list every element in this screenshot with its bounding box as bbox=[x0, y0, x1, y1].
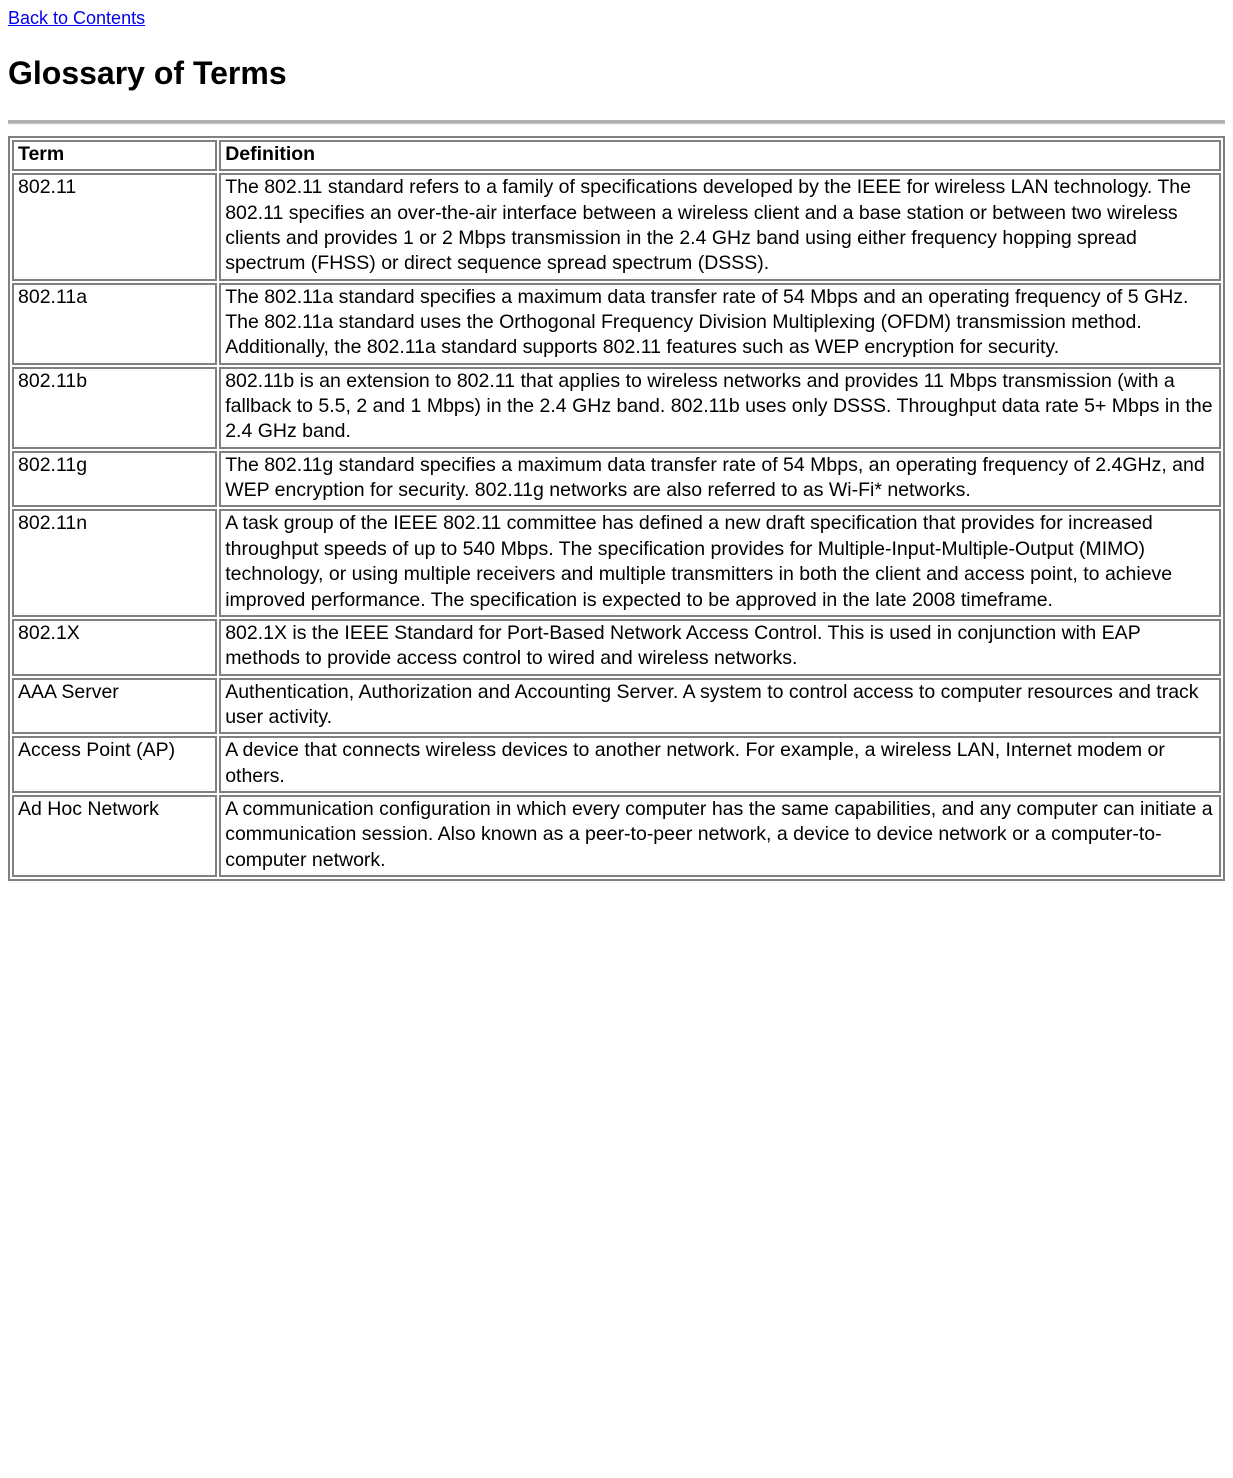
definition-cell: A communication configuration in which e… bbox=[219, 795, 1221, 877]
term-cell: 802.11a bbox=[12, 283, 217, 365]
table-row: Ad Hoc Network A communication configura… bbox=[12, 795, 1221, 877]
separator bbox=[8, 120, 1225, 126]
term-cell: 802.11b bbox=[12, 367, 217, 449]
page-title: Glossary of Terms bbox=[8, 55, 1225, 92]
definition-cell: A device that connects wireless devices … bbox=[219, 736, 1221, 793]
term-cell: 802.11 bbox=[12, 173, 217, 280]
table-row: 802.11 The 802.11 standard refers to a f… bbox=[12, 173, 1221, 280]
term-cell: 802.11n bbox=[12, 509, 217, 616]
table-row: Access Point (AP) A device that connects… bbox=[12, 736, 1221, 793]
glossary-table: Term Definition 802.11 The 802.11 standa… bbox=[8, 136, 1225, 881]
table-row: AAA Server Authentication, Authorization… bbox=[12, 678, 1221, 735]
definition-cell: The 802.11g standard specifies a maximum… bbox=[219, 451, 1221, 508]
term-cell: 802.11g bbox=[12, 451, 217, 508]
definition-cell: A task group of the IEEE 802.11 committe… bbox=[219, 509, 1221, 616]
table-row: 802.11b 802.11b is an extension to 802.1… bbox=[12, 367, 1221, 449]
definition-cell: 802.1X is the IEEE Standard for Port-Bas… bbox=[219, 619, 1221, 676]
table-row: 802.1X 802.1X is the IEEE Standard for P… bbox=[12, 619, 1221, 676]
term-cell: Access Point (AP) bbox=[12, 736, 217, 793]
table-header-row: Term Definition bbox=[12, 140, 1221, 171]
term-cell: 802.1X bbox=[12, 619, 217, 676]
header-term: Term bbox=[12, 140, 217, 171]
definition-cell: The 802.11 standard refers to a family o… bbox=[219, 173, 1221, 280]
table-row: 802.11g The 802.11g standard specifies a… bbox=[12, 451, 1221, 508]
table-row: 802.11n A task group of the IEEE 802.11 … bbox=[12, 509, 1221, 616]
term-cell: AAA Server bbox=[12, 678, 217, 735]
back-to-contents-link[interactable]: Back to Contents bbox=[8, 8, 145, 28]
definition-cell: The 802.11a standard specifies a maximum… bbox=[219, 283, 1221, 365]
definition-cell: Authentication, Authorization and Accoun… bbox=[219, 678, 1221, 735]
definition-cell: 802.11b is an extension to 802.11 that a… bbox=[219, 367, 1221, 449]
term-cell: Ad Hoc Network bbox=[12, 795, 217, 877]
table-row: 802.11a The 802.11a standard specifies a… bbox=[12, 283, 1221, 365]
header-definition: Definition bbox=[219, 140, 1221, 171]
